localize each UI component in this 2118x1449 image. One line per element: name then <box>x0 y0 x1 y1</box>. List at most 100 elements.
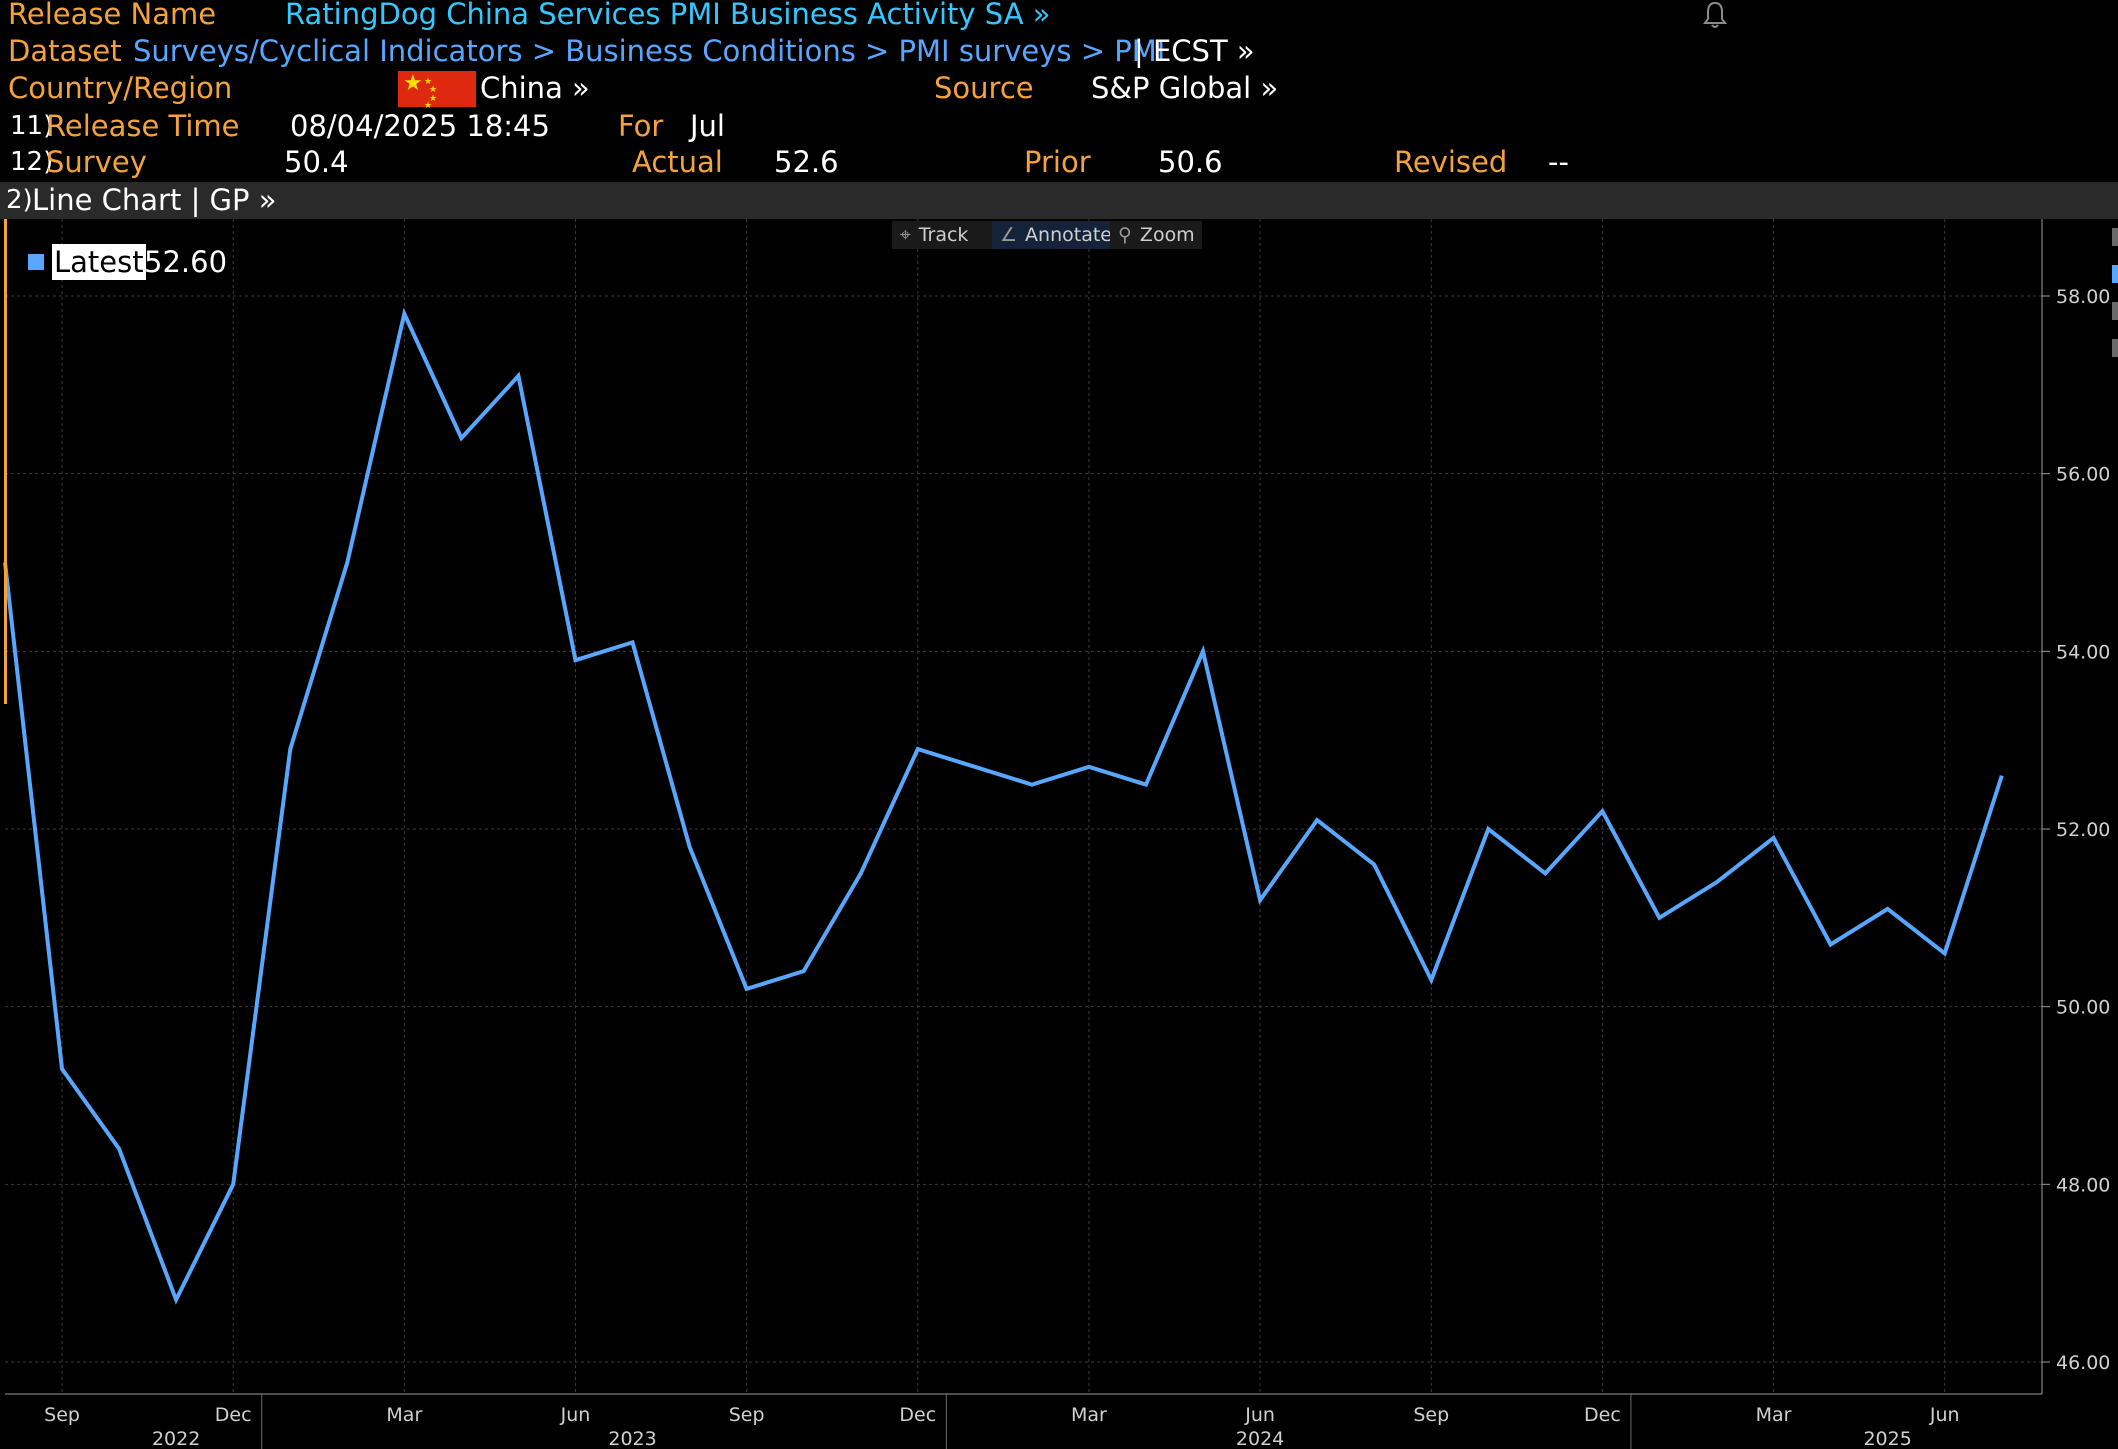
side-marker[interactable] <box>2112 339 2118 357</box>
annotate-button[interactable]: ∠ Annotate <box>992 221 1112 249</box>
x-tick-label: Mar <box>1756 1404 1792 1426</box>
side-marker[interactable] <box>2112 228 2118 246</box>
data-point[interactable] <box>1257 897 1263 903</box>
track-label: Track <box>918 224 969 246</box>
country-row: Country/Region China » Source S&P Global… <box>0 70 2118 107</box>
data-point[interactable] <box>1485 826 1491 832</box>
y-tick-label: 54.00 <box>2056 641 2110 663</box>
survey-row: 12) Survey 50.4 Actual 52.6 Prior 50.6 R… <box>0 144 2118 181</box>
data-point[interactable] <box>630 639 636 645</box>
data-point[interactable] <box>1428 977 1434 983</box>
for-label: For <box>618 109 664 143</box>
data-point[interactable] <box>1314 817 1320 823</box>
release-time-value: 08/04/2025 18:45 <box>290 109 550 143</box>
x-tick-label: Dec <box>1584 1404 1621 1426</box>
data-point[interactable] <box>1143 782 1149 788</box>
revised-label: Revised <box>1394 145 1508 179</box>
chart-bar-label[interactable]: Line Chart | GP » <box>32 183 277 217</box>
data-point[interactable] <box>972 764 978 770</box>
chart-bar-number[interactable]: 2) <box>6 185 33 215</box>
survey-label[interactable]: Survey <box>46 145 147 179</box>
data-point[interactable] <box>915 746 921 752</box>
y-tick-label: 56.00 <box>2056 464 2110 486</box>
selection-marker <box>4 219 7 704</box>
country-link[interactable]: China » <box>480 71 590 105</box>
data-point[interactable] <box>858 870 864 876</box>
revised-value: -- <box>1548 145 1569 179</box>
data-point[interactable] <box>1542 870 1548 876</box>
zoom-label: Zoom <box>1139 224 1195 246</box>
data-point[interactable] <box>287 746 293 752</box>
data-point[interactable] <box>573 657 579 663</box>
data-point[interactable] <box>1599 808 1605 814</box>
year-label: 2022 <box>152 1428 200 1449</box>
release-time-label[interactable]: Release Time <box>46 109 240 143</box>
x-tick-label: Mar <box>386 1404 422 1426</box>
prior-value: 50.6 <box>1158 145 1223 179</box>
bell-icon[interactable] <box>1700 0 1730 30</box>
data-point[interactable] <box>1200 648 1206 654</box>
crosshair-icon: ⌖ <box>900 224 911 246</box>
actual-value: 52.6 <box>774 145 839 179</box>
side-markers <box>2112 228 2118 376</box>
track-button[interactable]: ⌖ Track <box>892 221 992 249</box>
release-name-link[interactable]: RatingDog China Services PMI Business Ac… <box>285 0 1051 31</box>
data-point[interactable] <box>344 560 350 566</box>
data-point[interactable] <box>458 435 464 441</box>
data-point[interactable] <box>1885 906 1891 912</box>
y-tick-label: 52.00 <box>2056 819 2110 841</box>
data-point[interactable] <box>1999 773 2005 779</box>
dataset-row: Dataset Surveys/Cyclical Indicators > Bu… <box>0 33 2118 70</box>
x-tick-label: Dec <box>899 1404 936 1426</box>
data-point[interactable] <box>1942 950 1948 956</box>
data-point[interactable] <box>116 1146 122 1152</box>
legend-label[interactable]: Latest <box>52 244 146 280</box>
side-marker[interactable] <box>2112 302 2118 320</box>
source-link[interactable]: S&P Global » <box>1091 71 1279 105</box>
dataset-ticker[interactable]: | ECST » <box>1134 34 1255 68</box>
y-tick-label: 58.00 <box>2056 286 2110 308</box>
data-point[interactable] <box>1029 782 1035 788</box>
data-point[interactable] <box>59 1066 65 1072</box>
data-point[interactable] <box>687 844 693 850</box>
for-value: Jul <box>690 109 725 143</box>
country-label: Country/Region <box>8 71 233 105</box>
x-tick-label: Jun <box>1244 1404 1275 1426</box>
data-point[interactable] <box>1714 879 1720 885</box>
dataset-label: Dataset <box>8 34 122 68</box>
data-point[interactable] <box>1656 915 1662 921</box>
source-label: Source <box>934 71 1034 105</box>
magnifier-icon: ⚲ <box>1118 224 1132 246</box>
x-tick-label: Dec <box>215 1404 252 1426</box>
data-point[interactable] <box>1828 941 1834 947</box>
survey-number[interactable]: 12) <box>10 147 54 177</box>
data-point[interactable] <box>1086 764 1092 770</box>
legend-swatch <box>28 254 44 270</box>
side-marker-active[interactable] <box>2112 265 2118 283</box>
legend-value: 52.60 <box>144 245 228 279</box>
release-name-label: Release Name <box>8 0 217 31</box>
y-tick-label: 46.00 <box>2056 1352 2110 1374</box>
pencil-icon: ∠ <box>1000 224 1018 246</box>
series-line[interactable] <box>3 307 2004 1305</box>
chart-title-bar[interactable]: 2) Line Chart | GP » <box>0 182 2118 219</box>
data-point[interactable] <box>230 1181 236 1187</box>
release-time-number[interactable]: 11) <box>10 111 54 141</box>
release-header: Release Name RatingDog China Services PM… <box>0 0 2118 182</box>
zoom-button[interactable]: ⚲ Zoom <box>1110 221 1202 249</box>
data-point[interactable] <box>173 1297 179 1303</box>
line-chart[interactable]: 46.00 48.00 50.00 52.00 54.00 56.00 58.00 Sep De… <box>0 219 2118 1449</box>
data-point[interactable] <box>1771 835 1777 841</box>
y-tick-label: 50.00 <box>2056 997 2110 1019</box>
data-point[interactable] <box>401 311 407 317</box>
actual-label: Actual <box>632 145 723 179</box>
data-point[interactable] <box>744 986 750 992</box>
data-point[interactable] <box>515 373 521 379</box>
x-tick-label: Sep <box>729 1404 765 1426</box>
prior-label: Prior <box>1024 145 1091 179</box>
dataset-path-link[interactable]: Surveys/Cyclical Indicators > Business C… <box>133 34 1166 68</box>
year-label: 2023 <box>608 1428 656 1449</box>
x-tick-label: Jun <box>1929 1404 1960 1426</box>
data-point[interactable] <box>801 968 807 974</box>
data-point[interactable] <box>1371 862 1377 868</box>
